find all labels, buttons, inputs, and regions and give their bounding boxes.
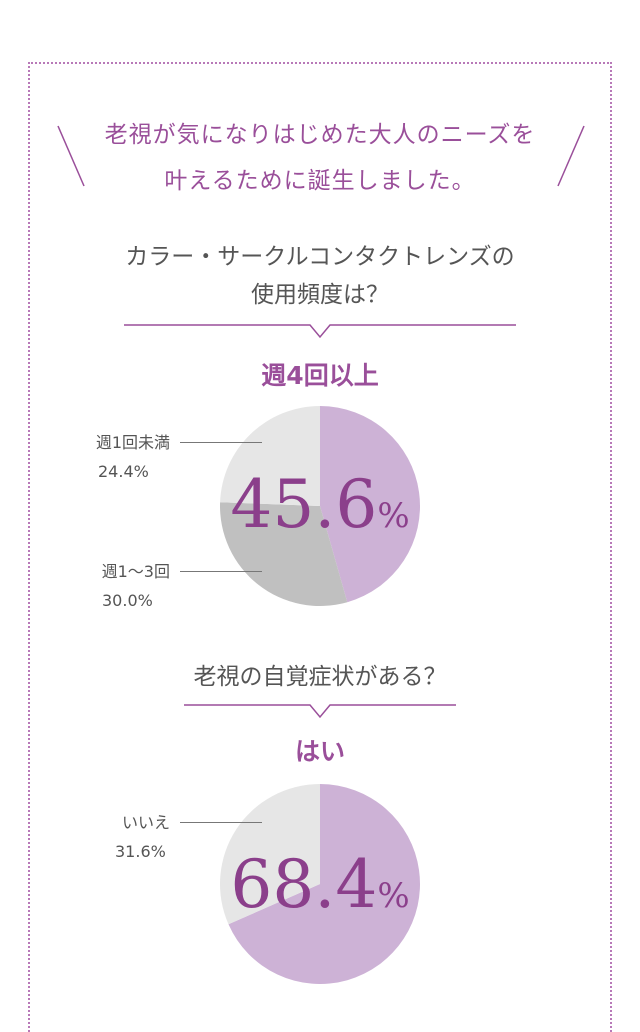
chart1-leader-lt1: [180, 442, 262, 443]
chart1-slice-0: [320, 406, 420, 603]
chart1-label-1to3-value: 30.0%: [102, 591, 153, 610]
chart2-label-no-name: いいえ: [121, 813, 170, 832]
chart1-label-lt1: 週1回未満 24.4%: [70, 428, 170, 486]
chart1-slice-1: [220, 502, 348, 606]
chart1-label-1to3: 週1〜3回 30.0%: [70, 557, 170, 615]
chart1-highlight-label: 週4回以上: [261, 361, 379, 390]
intro-text: 老視が気になりはじめた大人のニーズを 叶えるために誕生しました。: [90, 112, 550, 204]
chart1-pie: [220, 406, 420, 606]
dotted-frame: [28, 62, 612, 1032]
chart1-label-1to3-name: 週1〜3回: [101, 562, 170, 581]
chart1-title-line-2: 使用頻度は？: [251, 282, 389, 308]
chart1-big-unit: %: [377, 496, 410, 536]
intro-line-1: 老視が気になりはじめた大人のニーズを: [104, 122, 536, 148]
chart2-big-number: 68.4: [230, 846, 378, 923]
chart1-title: カラー・サークルコンタクトレンズの 使用頻度は？: [100, 238, 540, 314]
chart1-title-line-1: カラー・サークルコンタクトレンズの: [125, 244, 515, 270]
chart2-big-percent: 68.4%: [220, 846, 420, 923]
chart1-big-percent: 45.6%: [220, 466, 420, 543]
chart2-big-unit: %: [377, 876, 410, 916]
chart1-divider: [124, 324, 516, 339]
chart1-leader-1to3: [180, 571, 262, 572]
chart2-label-no: いいえ 31.6%: [70, 808, 170, 866]
chart2-slice-1: [220, 784, 320, 925]
chart1-slice-2: [220, 406, 320, 506]
chart2-highlight-label: はい: [294, 737, 345, 766]
chart2-divider: [184, 704, 456, 719]
chart2-label-no-value: 31.6%: [115, 842, 166, 861]
chart2-leader-no: [180, 822, 262, 823]
chart1-label-lt1-value: 24.4%: [98, 462, 149, 481]
chart2-slice-0: [228, 784, 420, 984]
chart1-label-lt1-name: 週1回未満: [95, 433, 170, 452]
chart1-big-number: 45.6: [230, 466, 378, 543]
right-slash-decoration: [557, 125, 585, 187]
chart2-title-line-1: 老視の自覚症状がある？: [193, 664, 447, 690]
chart2-pie: [220, 784, 420, 984]
intro-line-2: 叶えるために誕生しました。: [164, 168, 476, 194]
chart2-title: 老視の自覚症状がある？: [100, 658, 540, 696]
left-slash-decoration: [57, 125, 85, 187]
